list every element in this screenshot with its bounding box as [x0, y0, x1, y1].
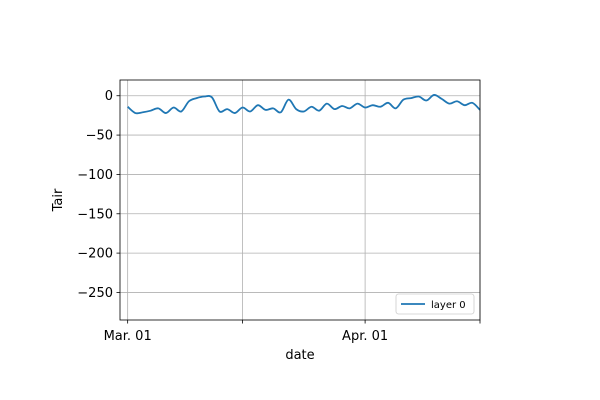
legend: layer 0: [395, 293, 475, 315]
axes-frame: [119, 79, 481, 321]
y-axis-ticks: 0 −50 −100 −150 −200 −250: [77, 89, 120, 301]
x-axis-label: date: [285, 348, 314, 363]
x-axis-ticks: Mar. 01 Apr. 01: [104, 320, 481, 344]
x-tick-label: Mar. 01: [104, 329, 152, 344]
grid-lines: [120, 80, 481, 320]
series-layer: [127, 94, 481, 115]
y-axis-label: Tair: [51, 188, 66, 212]
y-tick-label: −100: [77, 168, 113, 183]
series-line-layer-0: [127, 94, 481, 115]
y-tick-label: 0: [105, 89, 113, 104]
legend-label: layer 0: [431, 300, 466, 311]
y-tick-label: −150: [77, 207, 113, 222]
x-tick-label: Apr. 01: [342, 329, 388, 344]
legend-box: [395, 293, 475, 315]
y-tick-label: −200: [77, 247, 113, 262]
y-tick-label: −50: [86, 129, 113, 144]
y-tick-label: −250: [77, 286, 113, 301]
